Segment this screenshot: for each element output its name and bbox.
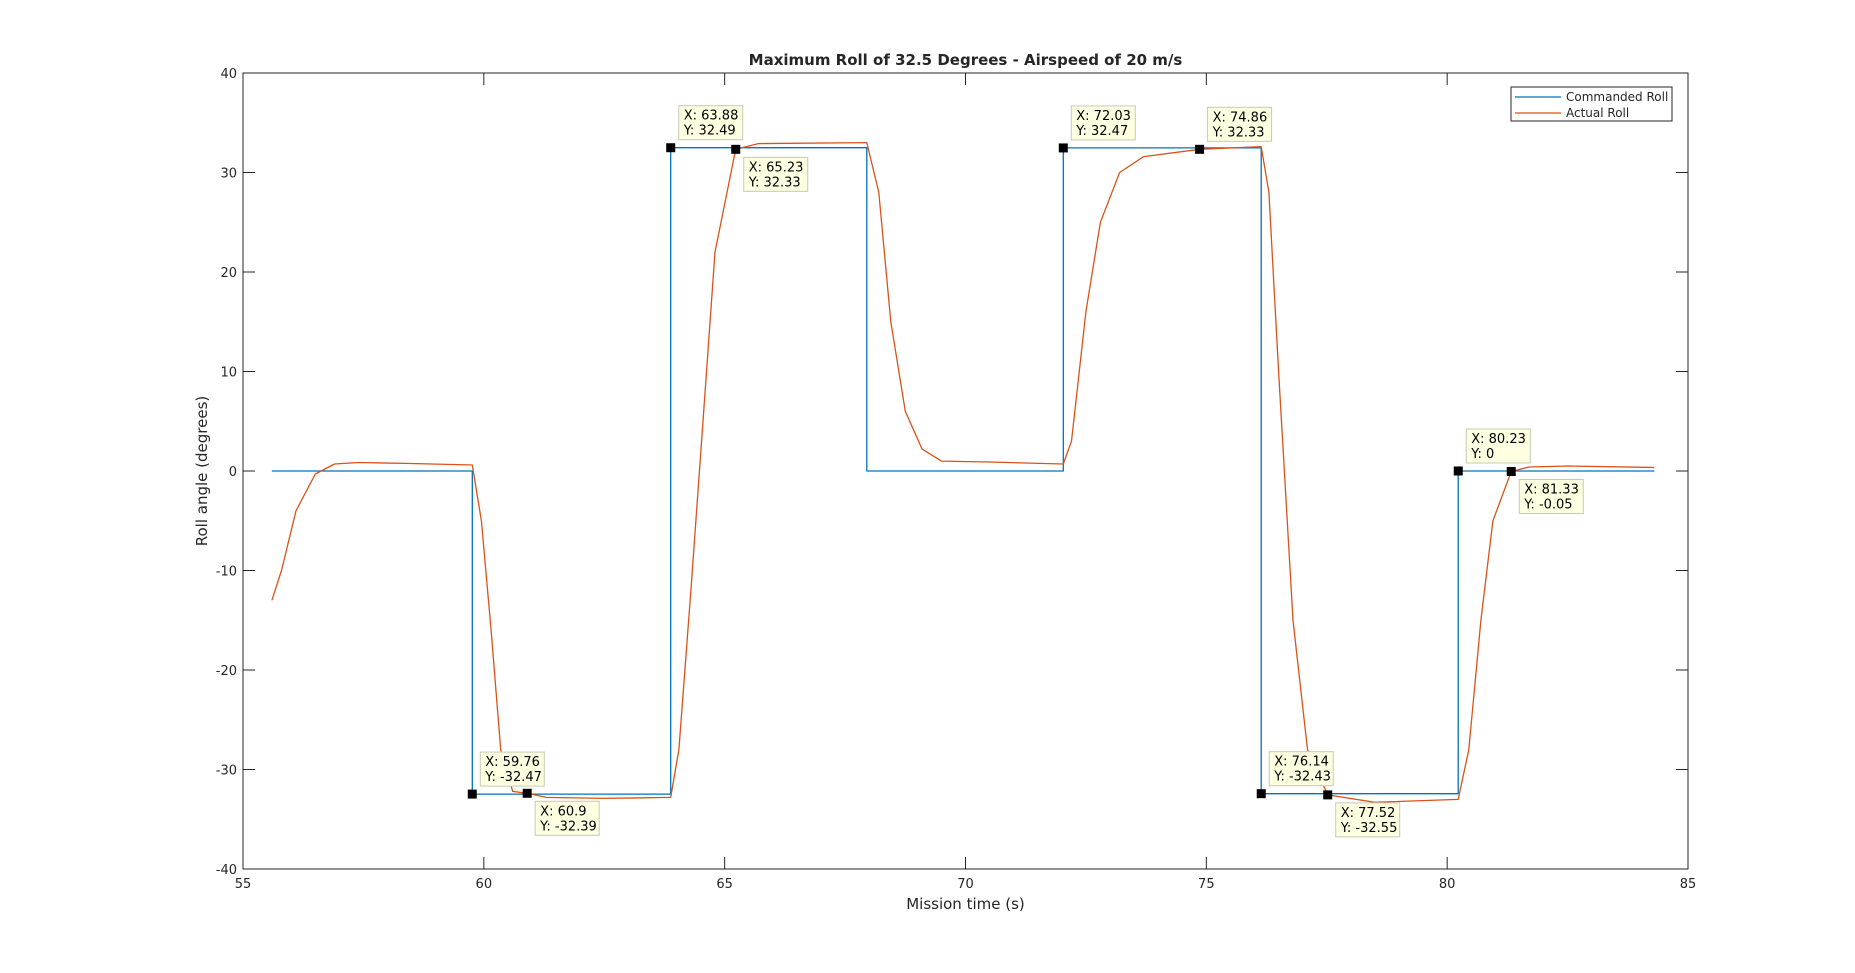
x-tick-label: 80 [1439, 877, 1456, 892]
datatip-y-label: Y: -32.43 [1273, 770, 1331, 785]
datatip-y-label: Y: -32.55 [1340, 821, 1398, 836]
datatip-box [1070, 105, 1136, 141]
datatip-x-label: X: 65.23 [749, 160, 804, 175]
datatip-y-label: Y: -32.47 [484, 770, 542, 785]
x-tick-label: 70 [957, 877, 974, 892]
axis-ticks: 55 60 65 70 75 80 85 -40 -30 -20 -10 0 10 20 30 40 [216, 67, 1697, 892]
datatip-x-label: X: 72.03 [1076, 109, 1131, 124]
datatip[interactable]: X: 81.33Y: -0.05 [1506, 466, 1584, 514]
datatip-box [678, 105, 744, 141]
datatip-marker [1195, 144, 1205, 154]
datatip-y-label: Y: -0.05 [1523, 497, 1572, 512]
datatip-x-label: X: 80.23 [1471, 432, 1526, 447]
datatip-marker [1323, 790, 1333, 800]
commanded-roll-line [271, 147, 1655, 795]
datatip-marker [522, 788, 532, 798]
datatip[interactable]: X: 77.52Y: -32.55 [1323, 790, 1401, 838]
datatip-x-label: X: 74.86 [1213, 110, 1268, 125]
datatip[interactable]: X: 74.86Y: 32.33 [1195, 106, 1273, 154]
datatip-box [1465, 428, 1531, 464]
datatip-marker [731, 144, 741, 154]
datatip-marker [1506, 466, 1516, 476]
datatip-marker [1058, 143, 1068, 153]
datatips: X: 59.76Y: -32.47X: 60.9Y: -32.39X: 63.8… [467, 105, 1584, 838]
datatip-y-label: Y: 32.47 [1075, 124, 1128, 139]
actual-roll-line [271, 141, 1655, 803]
legend-box [1510, 86, 1673, 122]
x-tick-label: 85 [1680, 877, 1697, 892]
datatip-box [1268, 751, 1334, 787]
y-axis-label: Roll angle (degrees) [193, 396, 211, 547]
y-tick-label: 30 [220, 167, 237, 182]
datatip[interactable]: X: 63.88Y: 32.49 [666, 105, 744, 153]
datatip-box [1518, 478, 1584, 514]
datatip-marker [467, 789, 477, 799]
datatip-marker [1256, 789, 1266, 799]
datatip-box [534, 800, 600, 836]
legend: Commanded Roll Actual Roll [1510, 86, 1673, 122]
y-tick-label: -40 [216, 863, 237, 878]
datatip-box [479, 751, 545, 787]
datatip-y-label: Y: 32.33 [1212, 125, 1265, 140]
datatip-x-label: X: 76.14 [1274, 755, 1329, 770]
chart-title: Maximum Roll of 32.5 Degrees - Airspeed … [749, 51, 1183, 69]
x-tick-label: 60 [476, 877, 493, 892]
y-tick-label: -20 [216, 664, 237, 679]
datatip[interactable]: X: 65.23Y: 32.33 [731, 144, 809, 192]
datatip-marker [666, 143, 676, 153]
datatip-y-label: Y: 0 [1470, 447, 1494, 462]
y-tick-label: 20 [220, 266, 237, 281]
datatip-box [1335, 802, 1401, 838]
datatip-x-label: X: 63.88 [684, 109, 739, 124]
x-tick-label: 75 [1198, 877, 1215, 892]
y-tick-label: 10 [220, 366, 237, 381]
datatip[interactable]: X: 80.23Y: 0 [1453, 428, 1531, 476]
legend-entry-label: Commanded Roll [1566, 90, 1668, 104]
x-tick-label: 55 [235, 877, 252, 892]
datatip-x-label: X: 60.9 [540, 804, 586, 819]
datatip-box [743, 156, 809, 192]
x-axis-label: Mission time (s) [906, 895, 1025, 913]
datatip-y-label: Y: -32.39 [539, 819, 597, 834]
datatip-x-label: X: 59.76 [485, 755, 540, 770]
datatip-x-label: X: 81.33 [1524, 482, 1579, 497]
y-tick-label: -10 [216, 565, 237, 580]
y-tick-label: 40 [220, 67, 237, 82]
datatip[interactable]: X: 60.9Y: -32.39 [522, 788, 600, 836]
datatip-y-label: Y: 32.49 [683, 124, 736, 139]
x-tick-label: 65 [716, 877, 733, 892]
datatip-marker [1453, 466, 1463, 476]
series-lines [271, 141, 1655, 803]
y-tick-label: -30 [216, 764, 237, 779]
datatip-box [1207, 106, 1273, 142]
datatip-y-label: Y: 32.33 [748, 175, 801, 190]
datatip[interactable]: X: 72.03Y: 32.47 [1058, 105, 1136, 153]
y-tick-label: 0 [229, 465, 237, 480]
legend-entry-label: Actual Roll [1566, 106, 1629, 120]
datatip[interactable]: X: 59.76Y: -32.47 [467, 751, 545, 799]
datatip-x-label: X: 77.52 [1341, 806, 1396, 821]
datatip[interactable]: X: 76.14Y: -32.43 [1256, 751, 1334, 799]
